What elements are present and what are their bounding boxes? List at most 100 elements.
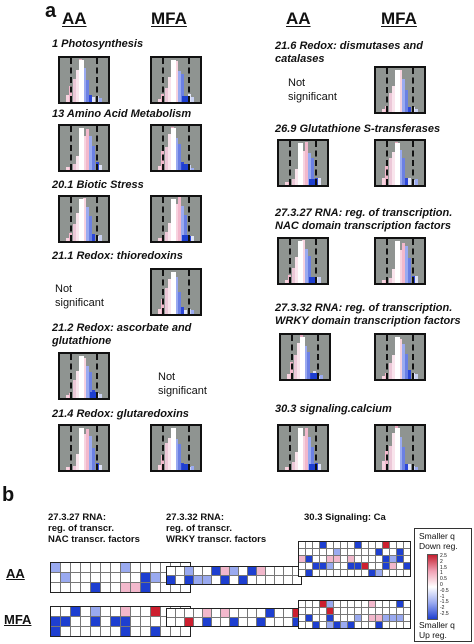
- histogram-bar: [304, 142, 308, 185]
- histogram-bar: [158, 464, 161, 470]
- histogram-bar: [382, 376, 385, 379]
- category-title: 27.3.32 RNA: reg. of transcription. WRKY …: [275, 302, 461, 327]
- histogram-bar: [171, 60, 176, 102]
- histogram-bar: [158, 308, 161, 314]
- heatmap-cell: [266, 576, 274, 584]
- heatmap-cell: [203, 567, 211, 575]
- heatmap-cell: [101, 617, 110, 626]
- histogram-bar: [382, 460, 385, 470]
- heatmap-cell: [131, 573, 140, 582]
- heatmap-cell: [111, 617, 120, 626]
- heatmap-cell: [81, 627, 90, 636]
- histogram-bar: [182, 96, 190, 102]
- heatmap-cell: [334, 542, 340, 548]
- heatmap-cell: [341, 615, 347, 621]
- histogram-bar: [90, 392, 98, 398]
- heatmap-cell: [131, 627, 140, 636]
- histogram-bar: [391, 268, 395, 283]
- histogram-bar: [382, 109, 385, 112]
- heatmap-cell: [383, 608, 389, 614]
- histogram-bar: [158, 238, 161, 241]
- heatmap-cell: [61, 573, 70, 582]
- histogram-bar: [298, 241, 303, 283]
- heatmap-cell: [230, 576, 238, 584]
- histogram-mfa: [374, 424, 426, 472]
- heatmap-cell: [284, 609, 292, 617]
- histogram-threshold-line: [315, 426, 317, 470]
- heatmap-cell: [383, 622, 389, 628]
- histogram-bar: [415, 179, 418, 185]
- heatmap-cell: [61, 617, 70, 626]
- histogram-bar: [309, 464, 317, 470]
- histogram-bar: [85, 429, 89, 470]
- heatmap-cell: [313, 542, 319, 548]
- histogram-bar: [298, 428, 303, 470]
- histogram-bar: [388, 362, 392, 379]
- heatmap-cell: [341, 570, 347, 576]
- histogram-bar: [301, 150, 305, 185]
- heatmap-cell: [151, 583, 160, 592]
- histogram-bar: [66, 95, 69, 102]
- heatmap-cell: [383, 556, 389, 562]
- heatmap-cell: [369, 622, 375, 628]
- histogram-bar: [174, 439, 178, 470]
- heatmap-cell: [71, 563, 80, 572]
- heatmap-cell: [348, 622, 354, 628]
- color-scale-tick-label: -2.5: [440, 611, 449, 617]
- heatmap-cell: [131, 583, 140, 592]
- histogram-bar: [395, 428, 400, 470]
- heatmap-cell: [91, 573, 100, 582]
- heatmap-cell: [306, 563, 312, 569]
- heatmap-cell: [212, 567, 220, 575]
- histogram-bar: [293, 355, 297, 379]
- histogram-bar: [304, 428, 308, 470]
- heatmap-cell: [284, 576, 292, 584]
- histogram-mfa: [150, 195, 202, 243]
- heatmap-cell: [131, 607, 140, 616]
- heatmap-cell: [221, 609, 229, 617]
- heatmap-cell: [313, 570, 319, 576]
- histogram-bar: [99, 98, 102, 102]
- heatmap-cell: [161, 627, 170, 636]
- histogram-bar: [398, 250, 402, 283]
- histogram-threshold-line: [70, 197, 72, 241]
- category-title: 1 Photosynthesis: [52, 38, 144, 50]
- heatmap-cell: [151, 573, 160, 582]
- heatmap-cell: [320, 563, 326, 569]
- heatmap-cell: [404, 601, 410, 607]
- heatmap-cell: [369, 601, 375, 607]
- heatmap-cell: [284, 618, 292, 626]
- heatmap-cell: [230, 609, 238, 617]
- histogram-bar: [298, 143, 303, 185]
- heatmap-cell: [404, 570, 410, 576]
- heatmap-cell: [167, 609, 175, 617]
- histogram-bar: [388, 157, 392, 185]
- heatmap-cell: [306, 570, 312, 576]
- histogram-threshold-line: [188, 270, 190, 314]
- heatmap-cell: [362, 601, 368, 607]
- heatmap-cell: [275, 609, 283, 617]
- heatmap-cell: [81, 563, 90, 572]
- heatmap-cell: [171, 583, 180, 592]
- histogram-threshold-line: [386, 239, 388, 283]
- heatmap-cell: [362, 570, 368, 576]
- not-significant-aa: Not significant: [55, 283, 104, 309]
- histogram-bar: [181, 306, 185, 314]
- histogram-bar: [75, 69, 79, 102]
- legend-bottom-label: Smaller q Up reg.: [419, 620, 455, 640]
- column-header-mfa-left: MFA: [151, 9, 187, 28]
- histogram-threshold-line: [412, 426, 414, 470]
- histogram-bar: [167, 438, 171, 470]
- color-scale-tick-label: 2: [440, 558, 443, 565]
- heatmap-cell: [348, 563, 354, 569]
- heatmap-cell: [320, 615, 326, 621]
- color-scale-bar: [427, 554, 438, 620]
- histogram-threshold-line: [96, 126, 98, 170]
- heatmap-cell: [390, 615, 396, 621]
- category-title: 27.3.27 RNA: reg. of transcription. NAC d…: [275, 207, 453, 232]
- heatmap-cell: [397, 542, 403, 548]
- heatmap-cell: [161, 583, 170, 592]
- heatmap-cell: [355, 542, 361, 548]
- heatmap-cell: [390, 542, 396, 548]
- heatmap-cell: [61, 563, 70, 572]
